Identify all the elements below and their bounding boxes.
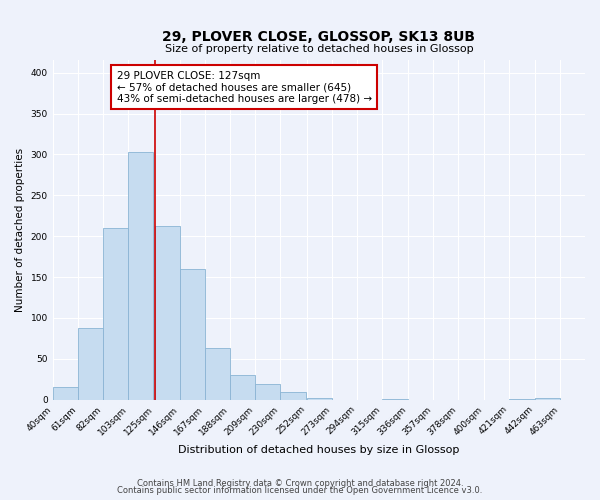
Y-axis label: Number of detached properties: Number of detached properties	[15, 148, 25, 312]
Text: 29 PLOVER CLOSE: 127sqm
← 57% of detached houses are smaller (645)
43% of semi-d: 29 PLOVER CLOSE: 127sqm ← 57% of detache…	[116, 70, 371, 104]
Bar	[230, 375, 255, 400]
Title: 29, PLOVER CLOSE, GLOSSOP, SK13 8UB: 29, PLOVER CLOSE, GLOSSOP, SK13 8UB	[163, 30, 475, 44]
Bar	[53, 386, 78, 400]
Bar	[280, 392, 305, 400]
X-axis label: Distribution of detached houses by size in Glossop: Distribution of detached houses by size …	[178, 445, 460, 455]
Bar	[205, 348, 230, 400]
Text: Contains HM Land Registry data © Crown copyright and database right 2024.: Contains HM Land Registry data © Crown c…	[137, 478, 463, 488]
Text: Size of property relative to detached houses in Glossop: Size of property relative to detached ho…	[164, 44, 473, 54]
Bar	[180, 269, 205, 400]
Bar	[103, 228, 128, 400]
Bar	[78, 328, 103, 400]
Bar	[382, 399, 407, 400]
Bar	[128, 152, 154, 400]
Bar	[307, 398, 332, 400]
Bar	[509, 399, 535, 400]
Bar	[155, 226, 180, 400]
Bar	[255, 384, 280, 400]
Bar	[535, 398, 560, 400]
Text: Contains public sector information licensed under the Open Government Licence v3: Contains public sector information licen…	[118, 486, 482, 495]
